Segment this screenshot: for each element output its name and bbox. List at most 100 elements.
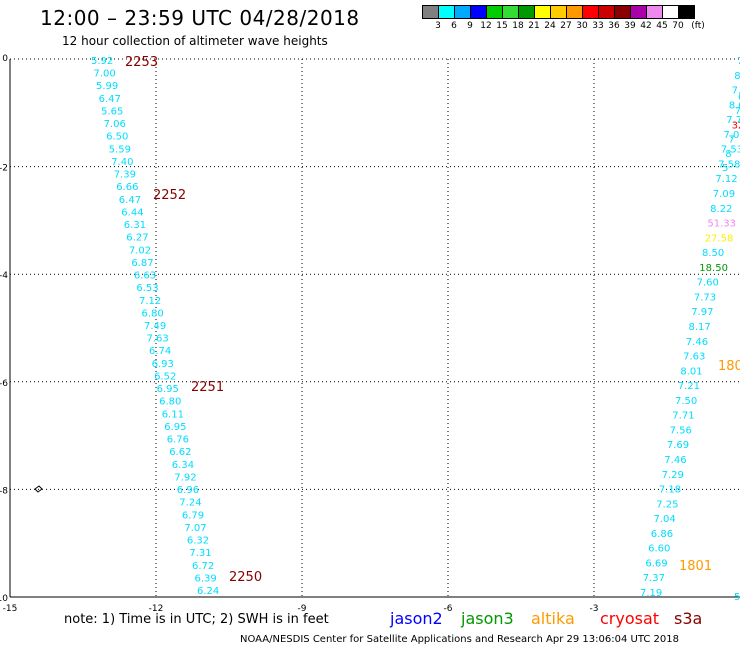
color-scale: 3 6 9 12 15 18 21 24 27 30 33 36 39 42 45 70 (ft): [422, 5, 705, 31]
wave-height-label: 7.07: [184, 523, 206, 534]
wave-height-label: 7.46: [664, 455, 686, 466]
time-label: 2252: [153, 188, 186, 203]
color-scale-label: 42: [640, 21, 652, 31]
time-label: 180: [718, 359, 740, 374]
wave-height-label: 6.50: [106, 132, 128, 143]
wave-height-label: 7.46: [686, 337, 708, 348]
wave-height-label: 6.62: [169, 447, 191, 458]
wave-height-label: 8.50: [702, 248, 724, 259]
x-tick-label: -3: [590, 604, 599, 614]
wave-height-label: 5: [734, 592, 740, 603]
wave-height-label: 7.53: [721, 145, 740, 156]
wave-height-label: 7.04: [654, 514, 676, 525]
wave-height-label: 7.06: [104, 119, 126, 130]
legend-jason3: jason3: [461, 609, 514, 628]
wave-height-label: 6: [738, 92, 740, 103]
color-scale-label: 6: [451, 21, 457, 31]
color-swatch: [678, 5, 695, 19]
color-scale-label: 33: [592, 21, 604, 31]
wave-height-label: 6.27: [126, 233, 148, 244]
x-tick-label: -9: [298, 604, 307, 614]
color-scale-label: 12: [480, 21, 492, 31]
wave-height-label: 6.60: [648, 544, 670, 555]
wave-height-label: 7.09: [713, 189, 735, 200]
wave-height-label: 6.52: [154, 372, 176, 383]
time-label: 2253: [125, 55, 158, 70]
wave-height-label: 6.34: [172, 460, 194, 471]
wave-height-label: 6.76: [167, 435, 189, 446]
wave-height-label: 51.33: [707, 219, 736, 230]
wave-height-label: 7.63: [683, 352, 705, 363]
time-label: 2250: [229, 570, 262, 585]
color-scale-swatches: [422, 5, 695, 19]
wave-height-label: 7.49: [144, 321, 166, 332]
wave-height-label: 6.32: [187, 536, 209, 547]
wave-height-label: 6.72: [192, 561, 214, 572]
wave-height-label: 6.63: [134, 271, 156, 282]
wave-height-label: 27.58: [705, 233, 734, 244]
wave-height-label: 7.50: [675, 396, 697, 407]
wave-height-label: 6.53: [136, 283, 158, 294]
wave-height-label: 7.60: [697, 278, 719, 289]
wave-height-label: 7.31: [189, 548, 211, 559]
wave-height-label: 6.47: [119, 195, 141, 206]
color-scale-label: 21: [528, 21, 540, 31]
color-scale-label: 36: [608, 21, 620, 31]
color-scale-label: 18: [512, 21, 524, 31]
wave-height-label: 7.73: [694, 292, 716, 303]
wave-height-label: 6.79: [182, 510, 204, 521]
wave-height-label: 8.22: [710, 204, 732, 215]
wave-height-label: 6.95: [164, 422, 186, 433]
wave-height-label: 7.00: [94, 69, 116, 80]
wave-height-label: 6.95: [157, 384, 179, 395]
y-tick-label: -2: [0, 164, 8, 174]
page-title: 12:00 – 23:59 UTC 04/28/2018: [40, 6, 360, 30]
wave-height-label: 7.63: [147, 334, 169, 345]
color-scale-label: 27: [560, 21, 572, 31]
wave-height-label: 7.58: [718, 159, 740, 170]
wave-height-label: 7.56: [670, 425, 692, 436]
wave-height-label: 6.86: [651, 529, 673, 540]
wave-height-label: 6.39: [195, 573, 217, 584]
color-scale-unit: (ft): [691, 21, 705, 31]
wave-height-label: 7.12: [139, 296, 161, 307]
time-label: 1801: [679, 559, 712, 574]
wave-height-label: 6.11: [162, 409, 184, 420]
color-scale-label: 3: [435, 21, 441, 31]
y-tick-label: -8: [0, 486, 8, 496]
wave-height-label: 7.73: [737, 56, 740, 67]
wave-height-label: 7.97: [691, 307, 713, 318]
wave-height-label: 7.24: [179, 498, 201, 509]
color-scale-label: 30: [576, 21, 588, 31]
wave-height-label: 6.24: [197, 586, 219, 597]
color-scale-label: 24: [544, 21, 556, 31]
y-tick-label: -6: [0, 379, 8, 389]
page-subtitle: 12 hour collection of altimeter wave hei…: [62, 34, 328, 48]
wave-height-label: 7.25: [656, 499, 678, 510]
wave-height-label: 5.59: [109, 144, 131, 155]
wave-height-label: 7.73: [726, 115, 740, 126]
x-tick-label: -12: [149, 604, 164, 614]
wave-height-label: 7.18: [659, 485, 681, 496]
wave-height-label: 7.40: [111, 157, 133, 168]
wave-height-label: 7.19: [640, 588, 662, 599]
color-scale-label: 45: [656, 21, 668, 31]
wave-height-label: 6.31: [124, 220, 146, 231]
wave-height-label: 5: [722, 163, 728, 174]
wave-height-label: 8.17: [689, 322, 711, 333]
wave-height-label: 5.92: [91, 56, 113, 67]
wave-height-label: 18.50: [699, 263, 728, 274]
color-scale-label: 70: [672, 21, 684, 31]
wave-height-label: 5.65: [101, 107, 123, 118]
wave-height-label: 32: [732, 120, 740, 131]
legend-s3a: s3a: [674, 609, 703, 628]
wave-height-label: 7.29: [662, 470, 684, 481]
y-tick-label: -4: [0, 271, 8, 281]
wave-height-label: 6.87: [131, 258, 153, 269]
wave-height-label: 6.44: [121, 207, 143, 218]
color-scale-labels: 3 6 9 12 15 18 21 24 27 30 33 36 39 42 45 70 (ft): [422, 19, 705, 31]
wave-height-label: 6.74: [149, 346, 171, 357]
legend-cryosat: cryosat: [600, 609, 660, 628]
wave-height-label: 7.04: [724, 130, 740, 141]
